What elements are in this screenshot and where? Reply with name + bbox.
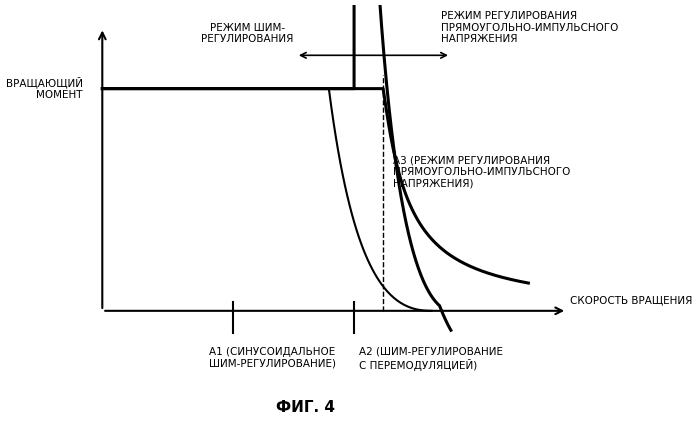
Text: ВРАЩАЮЩИЙ
МОМЕНТ: ВРАЩАЮЩИЙ МОМЕНТ bbox=[6, 77, 83, 100]
Text: СКОРОСТЬ ВРАЩЕНИЯ: СКОРОСТЬ ВРАЩЕНИЯ bbox=[570, 295, 692, 305]
Text: ФИГ. 4: ФИГ. 4 bbox=[276, 400, 335, 415]
Text: РЕЖИМ РЕГУЛИРОВАНИЯ
ПРЯМОУГОЛЬНО-ИМПУЛЬСНОГО
НАПРЯЖЕНИЯ: РЕЖИМ РЕГУЛИРОВАНИЯ ПРЯМОУГОЛЬНО-ИМПУЛЬС… bbox=[441, 11, 619, 44]
Text: А3 (РЕЖИМ РЕГУЛИРОВАНИЯ
ПРЯМОУГОЛЬНО-ИМПУЛЬСНОГО
НАПРЯЖЕНИЯ): А3 (РЕЖИМ РЕГУЛИРОВАНИЯ ПРЯМОУГОЛЬНО-ИМП… bbox=[393, 155, 570, 189]
Text: РЕЖИМ ШИМ-
РЕГУЛИРОВАНИЯ: РЕЖИМ ШИМ- РЕГУЛИРОВАНИЯ bbox=[202, 23, 294, 44]
Text: А1 (СИНУСОИДАЛЬНОЕ
ШИМ-РЕГУЛИРОВАНИЕ): А1 (СИНУСОИДАЛЬНОЕ ШИМ-РЕГУЛИРОВАНИЕ) bbox=[209, 347, 336, 368]
Text: А2 (ШИМ-РЕГУЛИРОВАНИЕ
С ПЕРЕМОДУЛЯЦИЕЙ): А2 (ШИМ-РЕГУЛИРОВАНИЕ С ПЕРЕМОДУЛЯЦИЕЙ) bbox=[359, 347, 503, 371]
